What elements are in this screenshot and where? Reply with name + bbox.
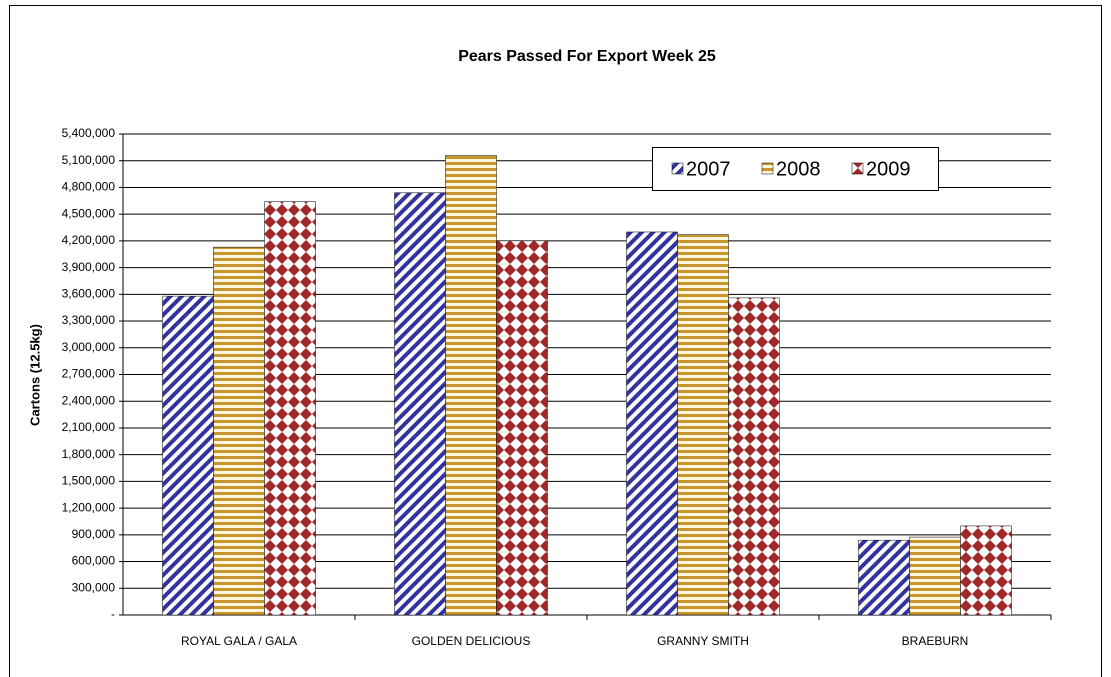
y-tick-label: 3,000,000 xyxy=(62,340,116,354)
legend-label: 2007 xyxy=(686,158,731,180)
y-axis-label: Cartons (12.5kg) xyxy=(27,324,42,426)
bar xyxy=(909,536,961,616)
legend xyxy=(652,147,939,191)
x-tick-label: GRANNY SMITH xyxy=(657,634,749,648)
x-tick-label: BRAEBURN xyxy=(902,634,969,648)
y-tick-label: 5,100,000 xyxy=(62,153,116,167)
y-tick-label: 1,200,000 xyxy=(62,500,116,514)
y-tick-label: 1,500,000 xyxy=(62,474,116,488)
y-tick-label: 4,800,000 xyxy=(62,180,116,194)
y-tick-label: 3,300,000 xyxy=(62,313,116,327)
bar xyxy=(162,295,214,616)
y-tick-label: 4,500,000 xyxy=(62,206,116,220)
chart-title: Pears Passed For Export Week 25 xyxy=(458,48,716,65)
y-tick-label: 5,400,000 xyxy=(62,126,116,140)
y-tick-label: - xyxy=(111,607,115,621)
bar xyxy=(394,192,446,616)
legend-label: 2008 xyxy=(776,158,821,180)
y-tick-label: 3,900,000 xyxy=(62,260,116,274)
bar xyxy=(445,155,497,616)
y-tick-label: 3,600,000 xyxy=(62,287,116,301)
bar xyxy=(626,231,678,616)
y-tick-label: 900,000 xyxy=(72,527,116,541)
bar xyxy=(728,297,780,616)
legend-label: 2009 xyxy=(866,158,911,180)
bar xyxy=(496,240,548,616)
bar xyxy=(960,525,1012,616)
y-tick-label: 1,800,000 xyxy=(62,447,116,461)
x-tick-label: ROYAL GALA / GALA xyxy=(181,634,297,648)
legend-swatch xyxy=(761,162,774,175)
bar xyxy=(677,234,729,616)
y-tick-label: 2,100,000 xyxy=(62,420,116,434)
bar xyxy=(858,539,910,616)
legend-swatch xyxy=(851,162,864,175)
y-tick-label: 300,000 xyxy=(72,580,116,594)
x-tick-label: GOLDEN DELICIOUS xyxy=(412,634,531,648)
bar xyxy=(213,246,265,616)
y-tick-label: 600,000 xyxy=(72,554,116,568)
legend-swatch xyxy=(671,162,684,175)
y-tick-label: 2,400,000 xyxy=(62,393,116,407)
bar xyxy=(264,201,316,616)
y-tick-label: 2,700,000 xyxy=(62,367,116,381)
y-tick-label: 4,200,000 xyxy=(62,233,116,247)
